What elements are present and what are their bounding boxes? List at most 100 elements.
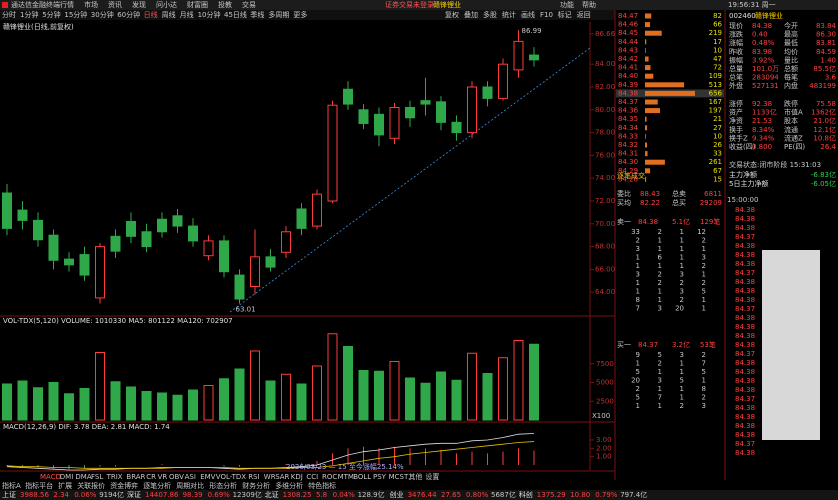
- indicator-tab[interactable]: ASI: [185, 473, 196, 481]
- indicator-tab[interactable]: MTM: [338, 473, 354, 481]
- indicator-tab[interactable]: SAR: [275, 473, 289, 481]
- menu-item[interactable]: 资讯: [108, 0, 122, 9]
- queue-cell: 33: [631, 228, 640, 236]
- tool-button[interactable]: 多股: [483, 10, 497, 19]
- tool-button[interactable]: 叠加: [464, 10, 478, 19]
- menu-item[interactable]: 问小达: [156, 0, 177, 9]
- indicator-tab[interactable]: MACD: [40, 473, 61, 481]
- ladder-bar: [645, 90, 695, 96]
- period-tab[interactable]: 周线: [162, 10, 176, 19]
- ladder-price: 84.42: [618, 55, 638, 63]
- tick-price: 84.38: [735, 377, 755, 385]
- tool-button[interactable]: 标记: [558, 10, 572, 19]
- tool-tab[interactable]: 特色指标: [308, 481, 336, 490]
- tool-tab[interactable]: 关联报价: [77, 481, 105, 490]
- tool-tab[interactable]: 指标平台: [25, 481, 53, 490]
- queue-cell: 1: [658, 245, 662, 253]
- period-tab[interactable]: 60分钟: [117, 10, 140, 19]
- ladder-bar: [645, 133, 646, 139]
- tool-button[interactable]: 返回: [577, 11, 591, 19]
- summary-item: 委比: [617, 189, 631, 198]
- stat-value: 3.92%: [752, 56, 775, 64]
- draw-palette[interactable]: [762, 250, 820, 440]
- indicator-tab[interactable]: CCI: [306, 473, 318, 481]
- menu-item[interactable]: 市场: [84, 0, 98, 9]
- ladder-price: 84.38: [618, 89, 638, 97]
- stat-value: 1362亿: [811, 108, 836, 117]
- indicator-tab[interactable]: DMI: [60, 473, 74, 481]
- tool-tab[interactable]: 扩展: [58, 481, 72, 490]
- indicator-tab[interactable]: DMA: [75, 473, 91, 481]
- indicator-tab[interactable]: VOL-TDX: [216, 473, 247, 481]
- period-tab[interactable]: 分时: [2, 10, 16, 19]
- period-tab[interactable]: 5分钟: [42, 10, 60, 19]
- tool-tab[interactable]: 指标A: [2, 481, 21, 490]
- period-tab[interactable]: 月线: [180, 10, 194, 19]
- indicator-tab[interactable]: RSI: [248, 473, 259, 481]
- tool-button[interactable]: 统计: [502, 10, 516, 19]
- menu-item[interactable]: 发现: [132, 0, 146, 9]
- candle-body: [234, 274, 245, 300]
- tool-button[interactable]: 复权: [445, 10, 459, 19]
- volume-bar: [250, 350, 260, 421]
- tool-tab[interactable]: 财务分析: [242, 481, 270, 490]
- indicator-tab[interactable]: TRIX: [106, 473, 123, 481]
- indicator-tab[interactable]: MCST: [389, 473, 409, 481]
- indicator-tab[interactable]: PSY: [373, 473, 387, 481]
- period-tab[interactable]: 季线: [250, 10, 264, 19]
- indicator-tab[interactable]: BRAR: [126, 473, 145, 481]
- indicator-tab[interactable]: EMV: [200, 473, 215, 481]
- menu-item[interactable]: 投教: [218, 0, 232, 9]
- indicator-tab[interactable]: CR: [146, 473, 156, 481]
- ladder-price: 84.43: [618, 46, 638, 54]
- period-tab[interactable]: 10分钟: [198, 10, 221, 19]
- tool-tab[interactable]: 逐笔分析: [143, 481, 171, 490]
- tool-tab[interactable]: 形态分析: [209, 481, 237, 490]
- stat-label: 换手: [729, 125, 743, 134]
- status-item: 98.39: [183, 491, 203, 499]
- tool-button[interactable]: F10: [540, 11, 553, 19]
- trend-line[interactable]: [229, 47, 591, 313]
- tool-tab[interactable]: 多维分析: [275, 481, 303, 490]
- period-tab[interactable]: 多周期: [268, 10, 289, 19]
- queue-cell: 12: [697, 228, 706, 236]
- menu-item[interactable]: 财富圈: [187, 0, 208, 9]
- queue-cell: 20: [675, 305, 684, 313]
- period-tab[interactable]: 45日线: [224, 10, 247, 19]
- status-item: 1375.29: [537, 491, 566, 499]
- menu-item[interactable]: 交易: [242, 0, 256, 9]
- period-tab[interactable]: 30分钟: [91, 10, 114, 19]
- tool-tab[interactable]: 资金博弈: [110, 481, 138, 490]
- period-tab[interactable]: 更多: [293, 10, 307, 19]
- ladder-price: 84.46: [618, 21, 639, 29]
- period-tab[interactable]: 1分钟: [20, 10, 38, 19]
- menu-item[interactable]: 帮助: [582, 0, 596, 9]
- tool-tab[interactable]: 周期对比: [176, 481, 204, 490]
- stat-value: 83.84: [816, 22, 837, 30]
- queue-cell: 3: [702, 402, 706, 410]
- stat-label: 涨停: [729, 99, 743, 108]
- queue-cell: 2: [702, 394, 706, 402]
- tool-button[interactable]: 画线: [521, 10, 535, 19]
- menu-item[interactable]: 功能: [560, 0, 574, 9]
- indicator-tab[interactable]: WR: [264, 473, 276, 481]
- menu-item[interactable]: 行情: [60, 0, 74, 9]
- notice[interactable]: 证券交易未登录: [385, 0, 434, 9]
- annotation: 2026/03/23 — 15 至今涨幅25.14%: [286, 462, 404, 471]
- volume-bar: [188, 389, 198, 421]
- status-item: 27.65: [441, 491, 461, 499]
- indicator-tab[interactable]: 设置: [425, 472, 439, 481]
- indicator-tab[interactable]: ROC: [322, 473, 337, 481]
- period-tab[interactable]: 日线: [144, 10, 158, 19]
- indicator-tab[interactable]: BOLL: [353, 473, 371, 481]
- indicator-tab[interactable]: KDJ: [291, 473, 303, 481]
- stat-label: 市值A: [784, 108, 803, 117]
- volume-bar: [17, 380, 28, 421]
- indicator-tab[interactable]: FSL: [91, 473, 103, 481]
- indicator-tab[interactable]: VR: [158, 473, 168, 481]
- period-tab[interactable]: 15分钟: [64, 10, 87, 19]
- ladder-price: 84.32: [618, 141, 638, 149]
- indicator-tab[interactable]: OBV: [169, 473, 184, 481]
- indicator-tab[interactable]: 其他: [408, 472, 422, 481]
- candle-body: [79, 254, 90, 276]
